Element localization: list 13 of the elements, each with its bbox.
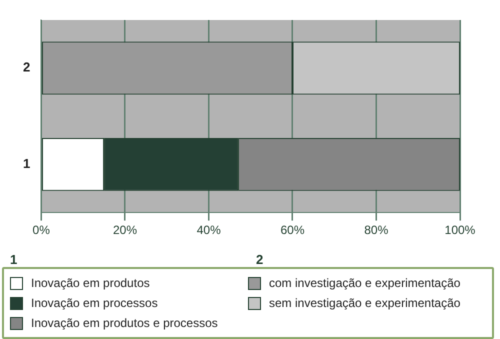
x-tick-label: 20%: [112, 223, 138, 238]
x-tick-label: 0%: [32, 223, 50, 238]
category-label: 2: [256, 252, 264, 267]
legend-label: Inovação em produtos: [31, 276, 150, 290]
x-tick-label: 100%: [444, 223, 476, 238]
legend-label: Inovação em produtos e processos: [31, 316, 218, 330]
category-label: 1: [10, 252, 18, 267]
legend-label: com investigação e experimentação: [269, 276, 460, 290]
legend-label: Inovação em processos: [31, 296, 158, 310]
x-tick-label: 40%: [196, 223, 222, 238]
x-tick-label: 60%: [280, 223, 305, 238]
legend-label: sem investigação e experimentação: [269, 296, 460, 310]
x-tick-label: 80%: [364, 223, 389, 238]
